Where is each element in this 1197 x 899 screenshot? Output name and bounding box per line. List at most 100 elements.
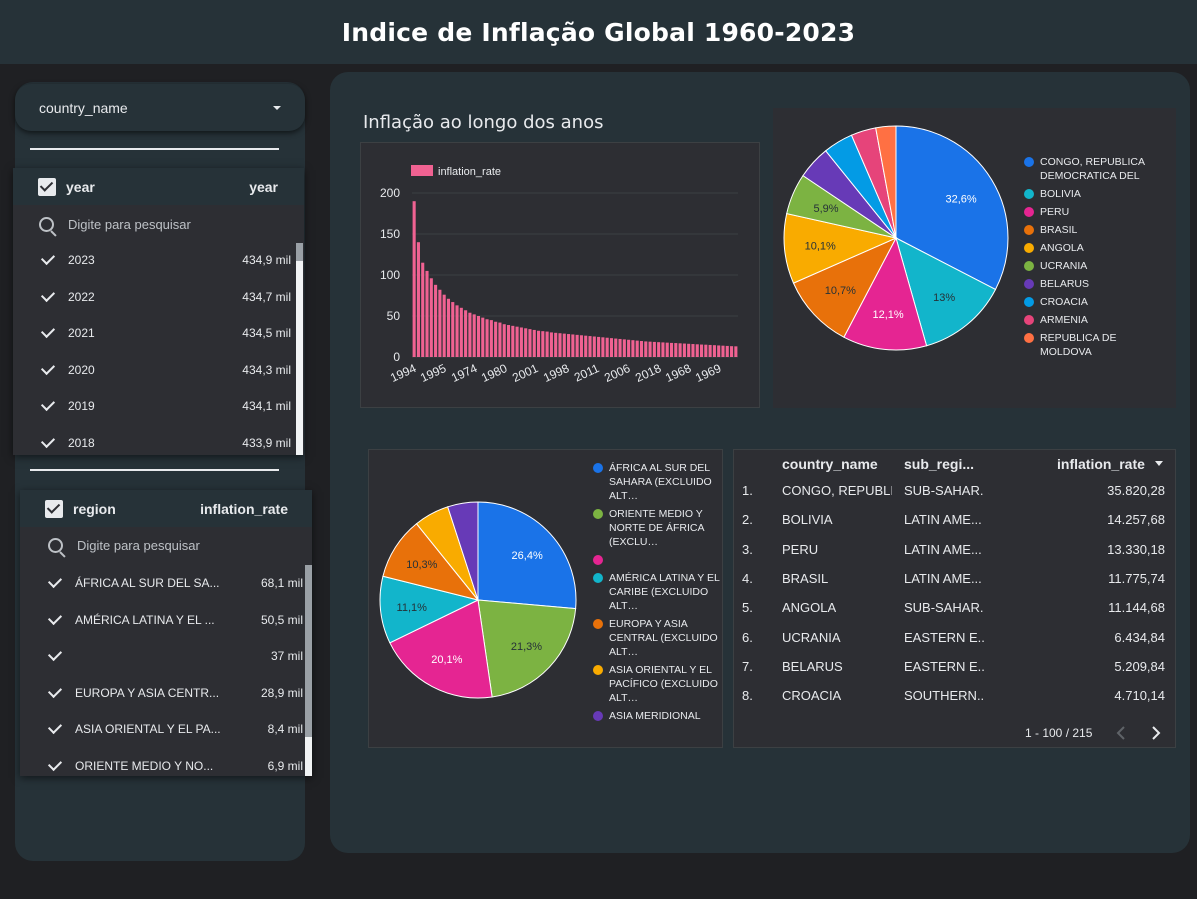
bar[interactable] xyxy=(695,344,699,357)
bar[interactable] xyxy=(416,242,420,357)
scrollbar-thumb[interactable] xyxy=(305,565,312,737)
table-row[interactable]: 1. CONGO, REPUBLI... SUB-SAHAR... 35.820,28 xyxy=(734,476,1174,505)
bar[interactable] xyxy=(459,307,463,357)
scrollbar-thumb[interactable] xyxy=(296,243,303,261)
bar[interactable] xyxy=(494,321,498,357)
pie-slice[interactable] xyxy=(379,575,480,644)
bar[interactable] xyxy=(734,346,738,357)
bar[interactable] xyxy=(429,278,433,357)
filter-option[interactable]: ÁFRICA AL SUR DEL SA... 68,1 mil xyxy=(20,565,303,601)
bar[interactable] xyxy=(674,343,678,357)
bar[interactable] xyxy=(446,298,451,357)
bar[interactable] xyxy=(537,330,541,357)
select-all-checkbox[interactable] xyxy=(45,499,63,518)
filter-option[interactable]: 2019 434,1 mil xyxy=(13,388,293,424)
legend-item[interactable]: PERU xyxy=(1024,205,1164,219)
filter-option[interactable]: EUROPA Y ASIA CENTR... 28,9 mil xyxy=(20,675,303,711)
bar[interactable] xyxy=(498,322,502,357)
bar[interactable] xyxy=(468,312,472,357)
bar[interactable] xyxy=(528,329,532,357)
filter-option[interactable]: 2018 433,9 mil xyxy=(13,425,293,456)
filter-option[interactable]: ORIENTE MEDIO Y NO... 6,9 mil xyxy=(20,748,303,777)
bar[interactable] xyxy=(717,345,721,357)
table-row[interactable]: 3. PERU LATIN AME... 13.330,18 xyxy=(734,535,1174,564)
legend-item[interactable]: BRASIL xyxy=(1024,223,1164,237)
table-row[interactable]: 6. UCRANIA EASTERN E... 6.434,84 xyxy=(734,623,1174,652)
bar[interactable] xyxy=(704,344,708,357)
bar[interactable] xyxy=(519,327,523,357)
bar[interactable] xyxy=(601,337,605,357)
bar[interactable] xyxy=(648,341,652,357)
bar[interactable] xyxy=(554,332,558,357)
chevron-right-icon[interactable] xyxy=(1150,725,1162,741)
pie-slice[interactable] xyxy=(843,236,928,351)
year-filter-scrollbar[interactable] xyxy=(296,243,303,455)
bar[interactable] xyxy=(725,345,729,357)
country-pie-chart[interactable]: 32,6% 13% 12,1% 10,7% 10,1% 5,9% xyxy=(773,108,1013,408)
legend-item[interactable]: UCRANIA xyxy=(1024,259,1164,273)
bar[interactable] xyxy=(669,342,674,357)
pie-slice[interactable] xyxy=(875,125,897,239)
bar[interactable] xyxy=(631,340,635,357)
pie-slice[interactable] xyxy=(477,599,577,698)
bar[interactable] xyxy=(614,338,618,357)
filter-option[interactable]: 2021 434,5 mil xyxy=(13,315,293,351)
bar[interactable] xyxy=(661,342,665,357)
bar[interactable] xyxy=(476,316,481,357)
bar[interactable] xyxy=(657,342,661,357)
filter-option[interactable]: ASIA ORIENTAL Y EL PA... 8,4 mil xyxy=(20,711,303,747)
bar[interactable] xyxy=(541,331,545,357)
legend-item[interactable]: ORIENTE MEDIO Y NORTE DE ÁFRICA (EXCLU… xyxy=(593,507,733,549)
column-header-country[interactable]: country_name xyxy=(782,456,878,472)
bar[interactable] xyxy=(472,314,476,357)
filter-option[interactable]: 2020 434,3 mil xyxy=(13,352,293,388)
bar[interactable] xyxy=(489,320,493,357)
legend-item[interactable]: CONGO, REPUBLICA DEMOCRATICA DEL xyxy=(1024,155,1164,183)
bar[interactable] xyxy=(455,305,459,357)
legend-item[interactable]: ANGOLA xyxy=(1024,241,1164,255)
bar[interactable] xyxy=(644,341,648,357)
bar[interactable] xyxy=(639,341,644,357)
bar[interactable] xyxy=(567,334,571,357)
bar[interactable] xyxy=(609,338,614,357)
legend-item[interactable] xyxy=(593,553,733,565)
bar[interactable] xyxy=(434,284,438,357)
bar[interactable] xyxy=(597,336,601,357)
bar[interactable] xyxy=(635,340,639,357)
bar[interactable] xyxy=(515,326,519,357)
year-search-field[interactable]: Digite para pesquisar xyxy=(13,206,304,242)
bar[interactable] xyxy=(700,344,704,357)
chevron-left-icon[interactable] xyxy=(1115,725,1127,741)
bar[interactable] xyxy=(524,328,528,357)
country-name-dropdown[interactable]: country_name xyxy=(15,84,305,131)
bar[interactable] xyxy=(592,336,596,358)
filter-option[interactable]: 37 mil xyxy=(20,638,303,674)
bar[interactable] xyxy=(425,270,429,357)
legend-item[interactable]: ASIA ORIENTAL Y EL PACÍFICO (EXCLUIDO AL… xyxy=(593,663,733,705)
filter-option[interactable]: 2023 434,9 mil xyxy=(13,242,293,278)
filter-option[interactable]: AMÉRICA LATINA Y EL ... 50,5 mil xyxy=(20,602,303,638)
bar[interactable] xyxy=(618,338,622,357)
bar[interactable] xyxy=(652,341,656,357)
bar[interactable] xyxy=(545,331,549,357)
column-header-inflation[interactable]: inflation_rate xyxy=(1057,456,1145,472)
table-row[interactable]: 8. CROACIA SOUTHERN... 4.710,14 xyxy=(734,681,1174,710)
bar[interactable] xyxy=(481,317,485,357)
bar[interactable] xyxy=(532,329,536,357)
bar[interactable] xyxy=(721,345,725,357)
table-row[interactable]: 5. ANGOLA SUB-SAHAR... 11.144,68 xyxy=(734,593,1174,622)
bar[interactable] xyxy=(584,335,588,357)
bar[interactable] xyxy=(712,345,716,357)
pie-slice[interactable] xyxy=(783,212,898,284)
bar[interactable] xyxy=(412,201,416,357)
legend-item[interactable]: AMÉRICA LATINA Y EL CARIBE (EXCLUIDO ALT… xyxy=(593,571,733,613)
bar[interactable] xyxy=(549,332,553,357)
bar[interactable] xyxy=(421,262,425,357)
table-row[interactable]: 4. BRASIL LATIN AME... 11.775,74 xyxy=(734,564,1174,593)
legend-item[interactable]: ASIA MERIDIONAL xyxy=(593,709,733,723)
bar[interactable] xyxy=(575,334,579,357)
sort-desc-icon[interactable] xyxy=(1155,461,1163,467)
legend-item[interactable]: ÁFRICA AL SUR DEL SAHARA (EXCLUIDO ALT… xyxy=(593,461,733,503)
bar[interactable] xyxy=(451,302,455,357)
legend-item[interactable]: BOLIVIA xyxy=(1024,187,1164,201)
